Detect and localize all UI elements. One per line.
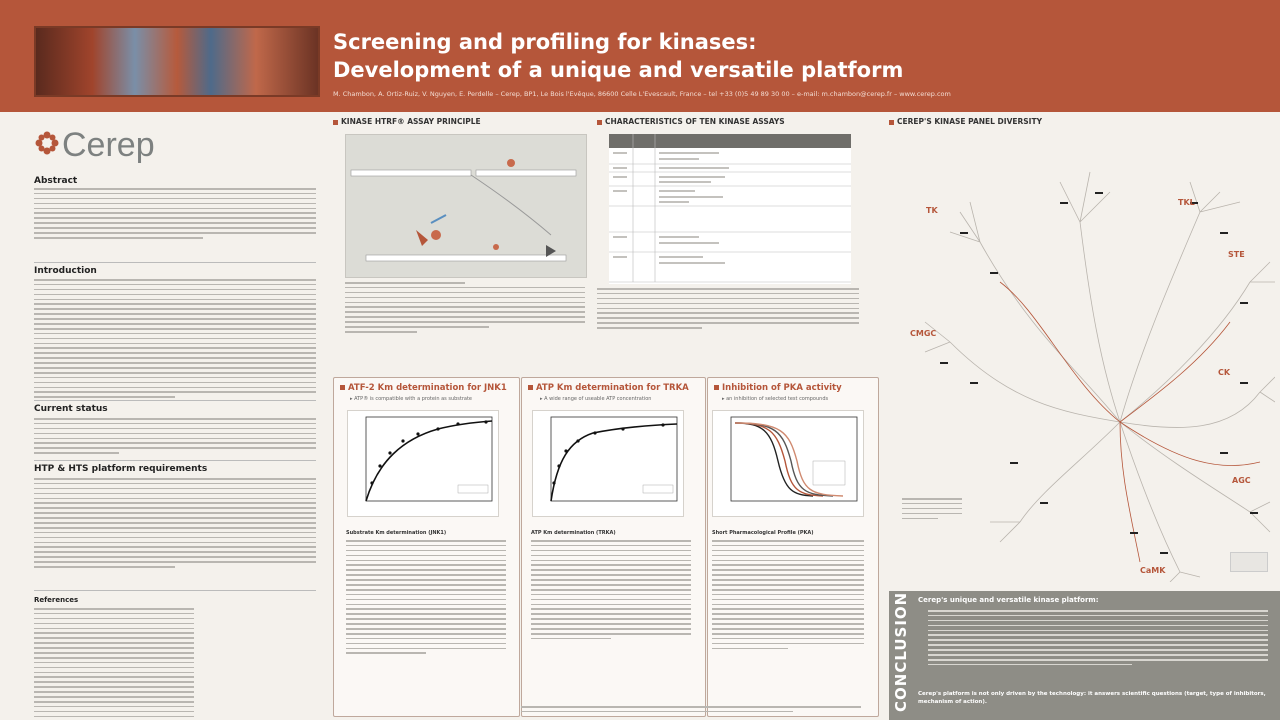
cerep-logo-text: Cerep [62,126,155,164]
current-status-body [34,418,316,457]
poster-title-line1: Screening and profiling for kinases: [333,30,757,54]
plot-jnk1 [347,410,499,517]
tree-label-tk: TK [926,206,938,215]
divider [34,460,316,461]
references-body [34,608,194,720]
plot-title-trka: ATP Km determination for TRKA [528,383,689,393]
current-status-heading: Current status [34,404,108,414]
tree-legend-text [902,498,962,522]
conclusion-heading: Cerep's unique and versatile kinase plat… [918,596,1099,604]
conclusion-bullets [928,610,1268,669]
introduction-heading: Introduction [34,266,97,276]
plot-subtitle-pka: ▸ an inhibition of selected test compoun… [722,396,829,402]
panel-diversity-heading: CEREP'S KINASE PANEL DIVERSITY [889,117,1042,126]
htp-requirements-body [34,478,316,571]
authors-line: M. Chambon, A. Ortiz-Ruiz, V. Nguyen, E.… [333,90,951,98]
divider [34,262,316,263]
credits [521,706,861,716]
assay-schematic [350,159,577,262]
plot-trka [532,410,684,517]
divider [34,590,316,591]
plot-jnk1-svg [365,416,493,502]
header-artwork [34,26,320,97]
kinase-tree-credit-logo [1230,552,1268,572]
plot-caption-trka: ATP Km determination (TRKA) [531,530,616,536]
assay-principle-text [345,282,585,336]
characteristics-heading: CHARACTERISTICS OF TEN KINASE ASSAYS [597,117,785,126]
characteristics-table-grid [609,134,851,283]
htp-requirements-heading: HTP & HTS platform requirements [34,464,208,474]
conclusion-label: CONCLUSION [892,591,910,712]
conclusion-footer: Cerep's platform is not only driven by t… [918,691,1266,705]
divider [34,400,316,401]
tree-label-ste: STE [1228,250,1245,259]
tree-label-ck: CK [1218,368,1231,377]
plot-text-trka [531,540,691,643]
abstract-body [34,188,316,242]
plot-caption-jnk1: Substrate Km determination (JNK1) [346,530,447,536]
plot-pka-svg [730,416,858,502]
poster-title-line2: Development of a unique and versatile pl… [333,58,904,82]
plot-text-jnk1 [346,540,506,657]
assay-principle-heading: KINASE HTRF® ASSAY PRINCIPLE [333,117,481,126]
tree-label-camk: CaMK [1140,566,1166,575]
plot-caption-pka: Short Pharmacological Profile (PKA) [712,530,814,536]
tree-label-agc: AGC [1232,476,1251,485]
abstract-heading: Abstract [34,176,78,186]
assay-principle-diagram [345,134,587,278]
plot-title-jnk1: ATF-2 Km determination for JNK1 [340,383,507,393]
plot-text-pka [712,540,864,652]
tree-label-cmgc: CMGC [910,329,937,338]
plot-subtitle-trka: ▸ A wide range of useable ATP concentrat… [540,396,652,402]
characteristics-table [609,134,851,284]
kinase-tree [924,171,1275,582]
characteristics-text [597,288,859,332]
plot-title-pka: Inhibition of PKA activity [714,383,842,393]
plot-pka [712,410,864,517]
introduction-body [34,279,316,401]
references-heading: References [34,596,79,604]
plot-trka-svg [550,416,678,502]
tree-label-tkl: TKL [1178,198,1195,207]
cerep-logo-icon [35,131,59,155]
plot-subtitle-jnk1: ▸ ATP® is compatible with a protein as s… [350,396,473,402]
